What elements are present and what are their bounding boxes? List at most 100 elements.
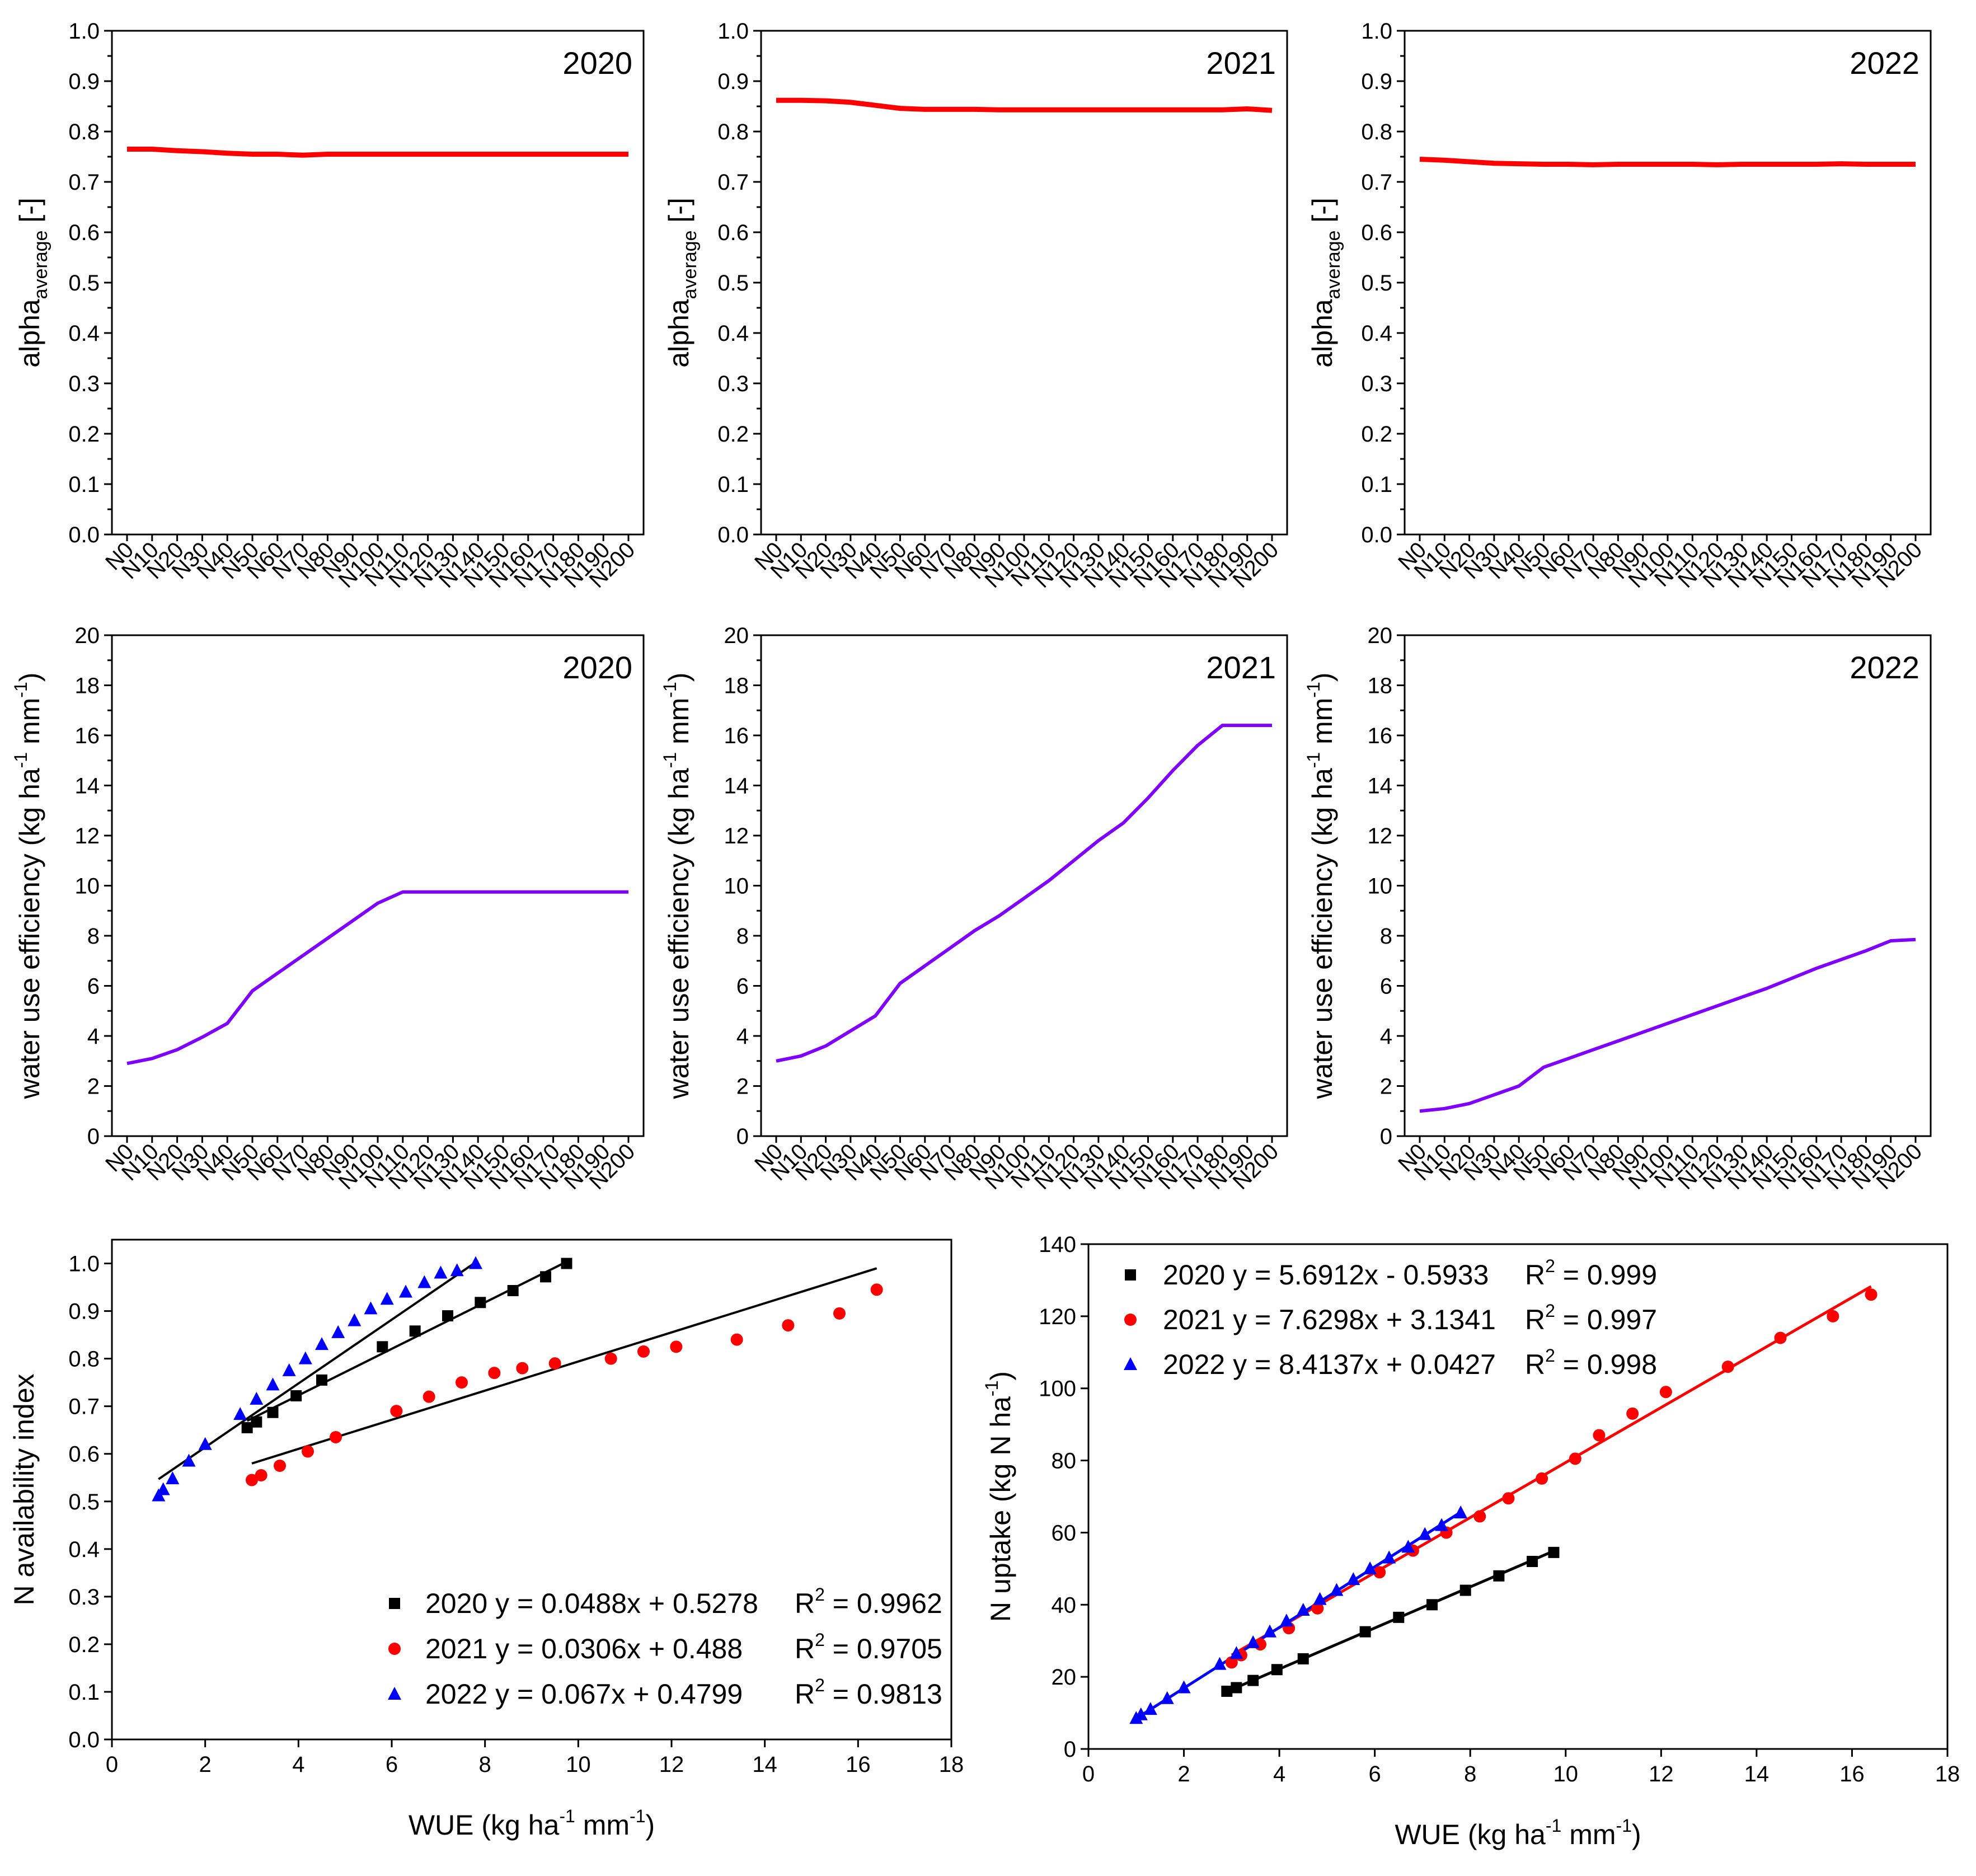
marker-triangle [469, 1256, 482, 1269]
y-tick-label: 8 [87, 924, 100, 949]
r2-value: = 0.9813 [825, 1678, 942, 1710]
y-tick-label: 4 [736, 1024, 749, 1049]
marker-triangle [250, 1391, 264, 1405]
y-label-end: ) [663, 673, 694, 682]
y-label-subscript: average [30, 231, 51, 299]
marker-circle [1626, 1407, 1639, 1420]
y-tick-label: 12 [724, 824, 749, 848]
y-tick-label: 0.5 [68, 1490, 100, 1514]
r2-label: R [795, 1678, 815, 1710]
y-label-sup: -1 [1303, 752, 1323, 768]
marker-circle [488, 1367, 501, 1380]
x-tick-label: 10 [566, 1752, 591, 1777]
y-tick-label: 8 [736, 924, 749, 949]
marker-square [316, 1374, 327, 1386]
r2-label: R [795, 1588, 815, 1619]
y-tick-label: 40 [1052, 1593, 1077, 1617]
y-label-sup: -1 [660, 682, 680, 697]
y-tick-label: 0.8 [1361, 120, 1392, 144]
y-tick-label: 0.9 [717, 69, 749, 94]
x-tick-label: 4 [1273, 1762, 1285, 1786]
x-tick-label: 4 [292, 1752, 304, 1777]
y-tick-label: 120 [1039, 1305, 1076, 1329]
marker-triangle [1454, 1505, 1468, 1518]
marker-circle [1473, 1510, 1486, 1523]
marker-circle [1225, 1656, 1238, 1669]
marker-square [1221, 1685, 1233, 1697]
y-tick-label: 0.5 [717, 271, 749, 296]
r2-sup: 2 [815, 1584, 825, 1605]
y-tick-label: 0 [736, 1124, 749, 1149]
marker-triangle [1435, 1518, 1449, 1531]
marker-circle [670, 1340, 683, 1353]
r2-value: = 0.9705 [825, 1633, 942, 1664]
y-label-mid: mm [1307, 698, 1338, 752]
marker-triangle [182, 1453, 196, 1467]
y-tick-label: 0.3 [1361, 372, 1392, 396]
y-tick-label: 0.4 [68, 1537, 100, 1562]
y-tick-label: 0.0 [717, 523, 749, 547]
y-axis-label: water use efficiency (kg ha-1 mm-1) [11, 673, 45, 1100]
legend-r2-2022: R2 = 0.9813 [795, 1675, 942, 1710]
plot-frame [760, 30, 1288, 536]
y-tick-label: 0.0 [1361, 523, 1392, 547]
marker-square [377, 1341, 388, 1353]
marker-square [1231, 1682, 1242, 1694]
y-label-main: water use efficiency (kg ha [663, 768, 694, 1099]
r2-sup: 2 [1545, 1256, 1555, 1276]
y-tick-label: 0.9 [68, 1300, 100, 1324]
marker-circle [1659, 1386, 1672, 1399]
x-tick-label: 6 [1369, 1762, 1381, 1786]
y-label-main: N availability index [8, 1373, 40, 1605]
marker-circle [1311, 1602, 1324, 1615]
y-tick-label: 0.6 [68, 1442, 100, 1467]
panel-n-uptake: 0 2 4 6 8 10 12 14 16 18 0 20 40 60 80 100 120 140 2020 y … [982, 1232, 1960, 1850]
marker-circle [548, 1357, 561, 1370]
y-tick-label: 0.4 [1361, 321, 1392, 346]
marker-triangle [364, 1301, 378, 1315]
marker-triangle [1134, 1707, 1148, 1720]
x-label-mid: mm [1561, 1819, 1616, 1850]
x-tick-label: 12 [1649, 1762, 1674, 1786]
y-label-sup: -1 [11, 682, 31, 697]
x-label-sup: -1 [559, 1806, 575, 1826]
y-tick-label: 20 [75, 623, 100, 648]
r2-value: = 0.997 [1555, 1304, 1657, 1335]
panel-title: 2021 [1206, 650, 1276, 685]
marker-circle [1827, 1310, 1839, 1322]
marker-square [1548, 1546, 1560, 1558]
y-label-main: water use efficiency (kg ha [1307, 768, 1338, 1099]
marker-square [1271, 1664, 1283, 1676]
plot-frame [1404, 30, 1932, 536]
marker-circle [274, 1459, 286, 1472]
y-tick-label: 0.2 [68, 422, 100, 447]
series-line-alpha-2020 [127, 147, 628, 158]
marker-square [540, 1271, 551, 1283]
x-tick-label: 2 [1177, 1762, 1190, 1786]
series-line-wue-2022 [1419, 937, 1916, 1113]
plot-frame [111, 1239, 952, 1741]
y-tick-label: 0.6 [68, 221, 100, 245]
y-axis-label: water use efficiency (kg ha-1 mm-1) [660, 673, 694, 1100]
x-tick-label: 14 [752, 1752, 777, 1777]
marker-triangle [1263, 1624, 1277, 1638]
y-tick-label: 6 [736, 974, 749, 999]
marker-triangle [348, 1313, 362, 1326]
y-axis-label: alphaaverage [-] [14, 198, 51, 368]
y-tick-label: 12 [1368, 824, 1393, 848]
x-tick-label: 6 [386, 1752, 398, 1777]
y-tick-label: 0.3 [68, 1585, 100, 1610]
r2-label: R [795, 1633, 815, 1664]
y-tick-label: 0.1 [68, 472, 100, 497]
marker-square [507, 1285, 519, 1297]
r2-sup: 2 [815, 1630, 825, 1650]
y-tick-label: 0.5 [68, 271, 100, 296]
y-tick-label: 0.3 [717, 372, 749, 396]
marker-circle [833, 1307, 846, 1320]
y-tick-label: 2 [87, 1075, 100, 1099]
y-label-end: ) [985, 1371, 1016, 1381]
marker-triangle [1382, 1550, 1396, 1564]
y-tick-label: 0 [1064, 1737, 1076, 1762]
marker-square [1297, 1653, 1309, 1664]
y-label-main: alpha [1307, 299, 1338, 368]
